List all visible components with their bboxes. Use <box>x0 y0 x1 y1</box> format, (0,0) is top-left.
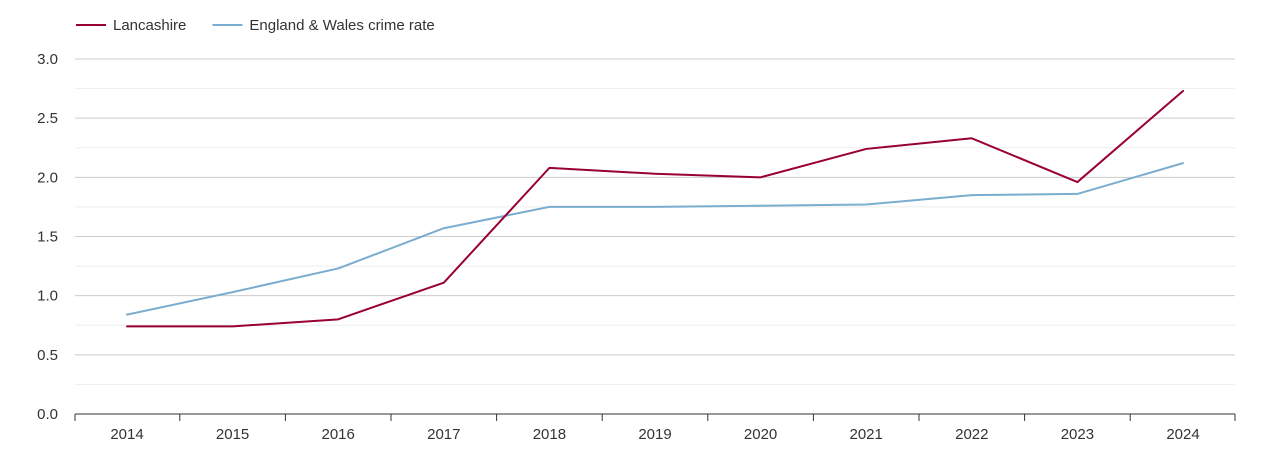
x-tick-label: 2019 <box>638 426 671 443</box>
x-tick-label: 2015 <box>216 426 249 443</box>
legend-item-lancashire[interactable]: Lancashire <box>76 17 186 34</box>
x-tick-label: 2024 <box>1166 426 1199 443</box>
y-tick-label: 2.0 <box>37 169 58 186</box>
x-tick-label: 2018 <box>533 426 566 443</box>
y-tick-label: 3.0 <box>37 51 58 68</box>
x-tick-label: 2022 <box>955 426 988 443</box>
legend-label: Lancashire <box>113 17 186 34</box>
y-tick-label: 1.5 <box>37 229 58 246</box>
legend: Lancashire England & Wales crime rate <box>76 17 435 34</box>
series-lines <box>126 89 1184 328</box>
x-axis: 2014 2015 2016 2017 2018 2019 2020 2021 2022 2023… <box>74 413 1236 443</box>
x-tick-label: 2014 <box>110 426 143 443</box>
y-tick-label: 2.5 <box>37 110 58 127</box>
x-tick-label: 2020 <box>744 426 777 443</box>
y-axis: 0.0 0.5 1.0 1.5 2.0 2.5 3.0 <box>37 51 58 423</box>
x-tick-label: 2021 <box>850 426 883 443</box>
legend-label: England & Wales crime rate <box>249 17 434 34</box>
x-tick-label: 2016 <box>322 426 355 443</box>
y-tick-label: 0.5 <box>37 347 58 364</box>
gridlines <box>75 58 1235 385</box>
legend-item-england-wales[interactable]: England & Wales crime rate <box>212 17 435 34</box>
y-tick-label: 1.0 <box>37 288 58 305</box>
series-line-lancashire <box>126 89 1184 328</box>
x-tick-label: 2023 <box>1061 426 1094 443</box>
series-line-england-wales <box>126 162 1184 316</box>
y-tick-label: 0.0 <box>37 406 58 423</box>
x-tick-label: 2017 <box>427 426 460 443</box>
